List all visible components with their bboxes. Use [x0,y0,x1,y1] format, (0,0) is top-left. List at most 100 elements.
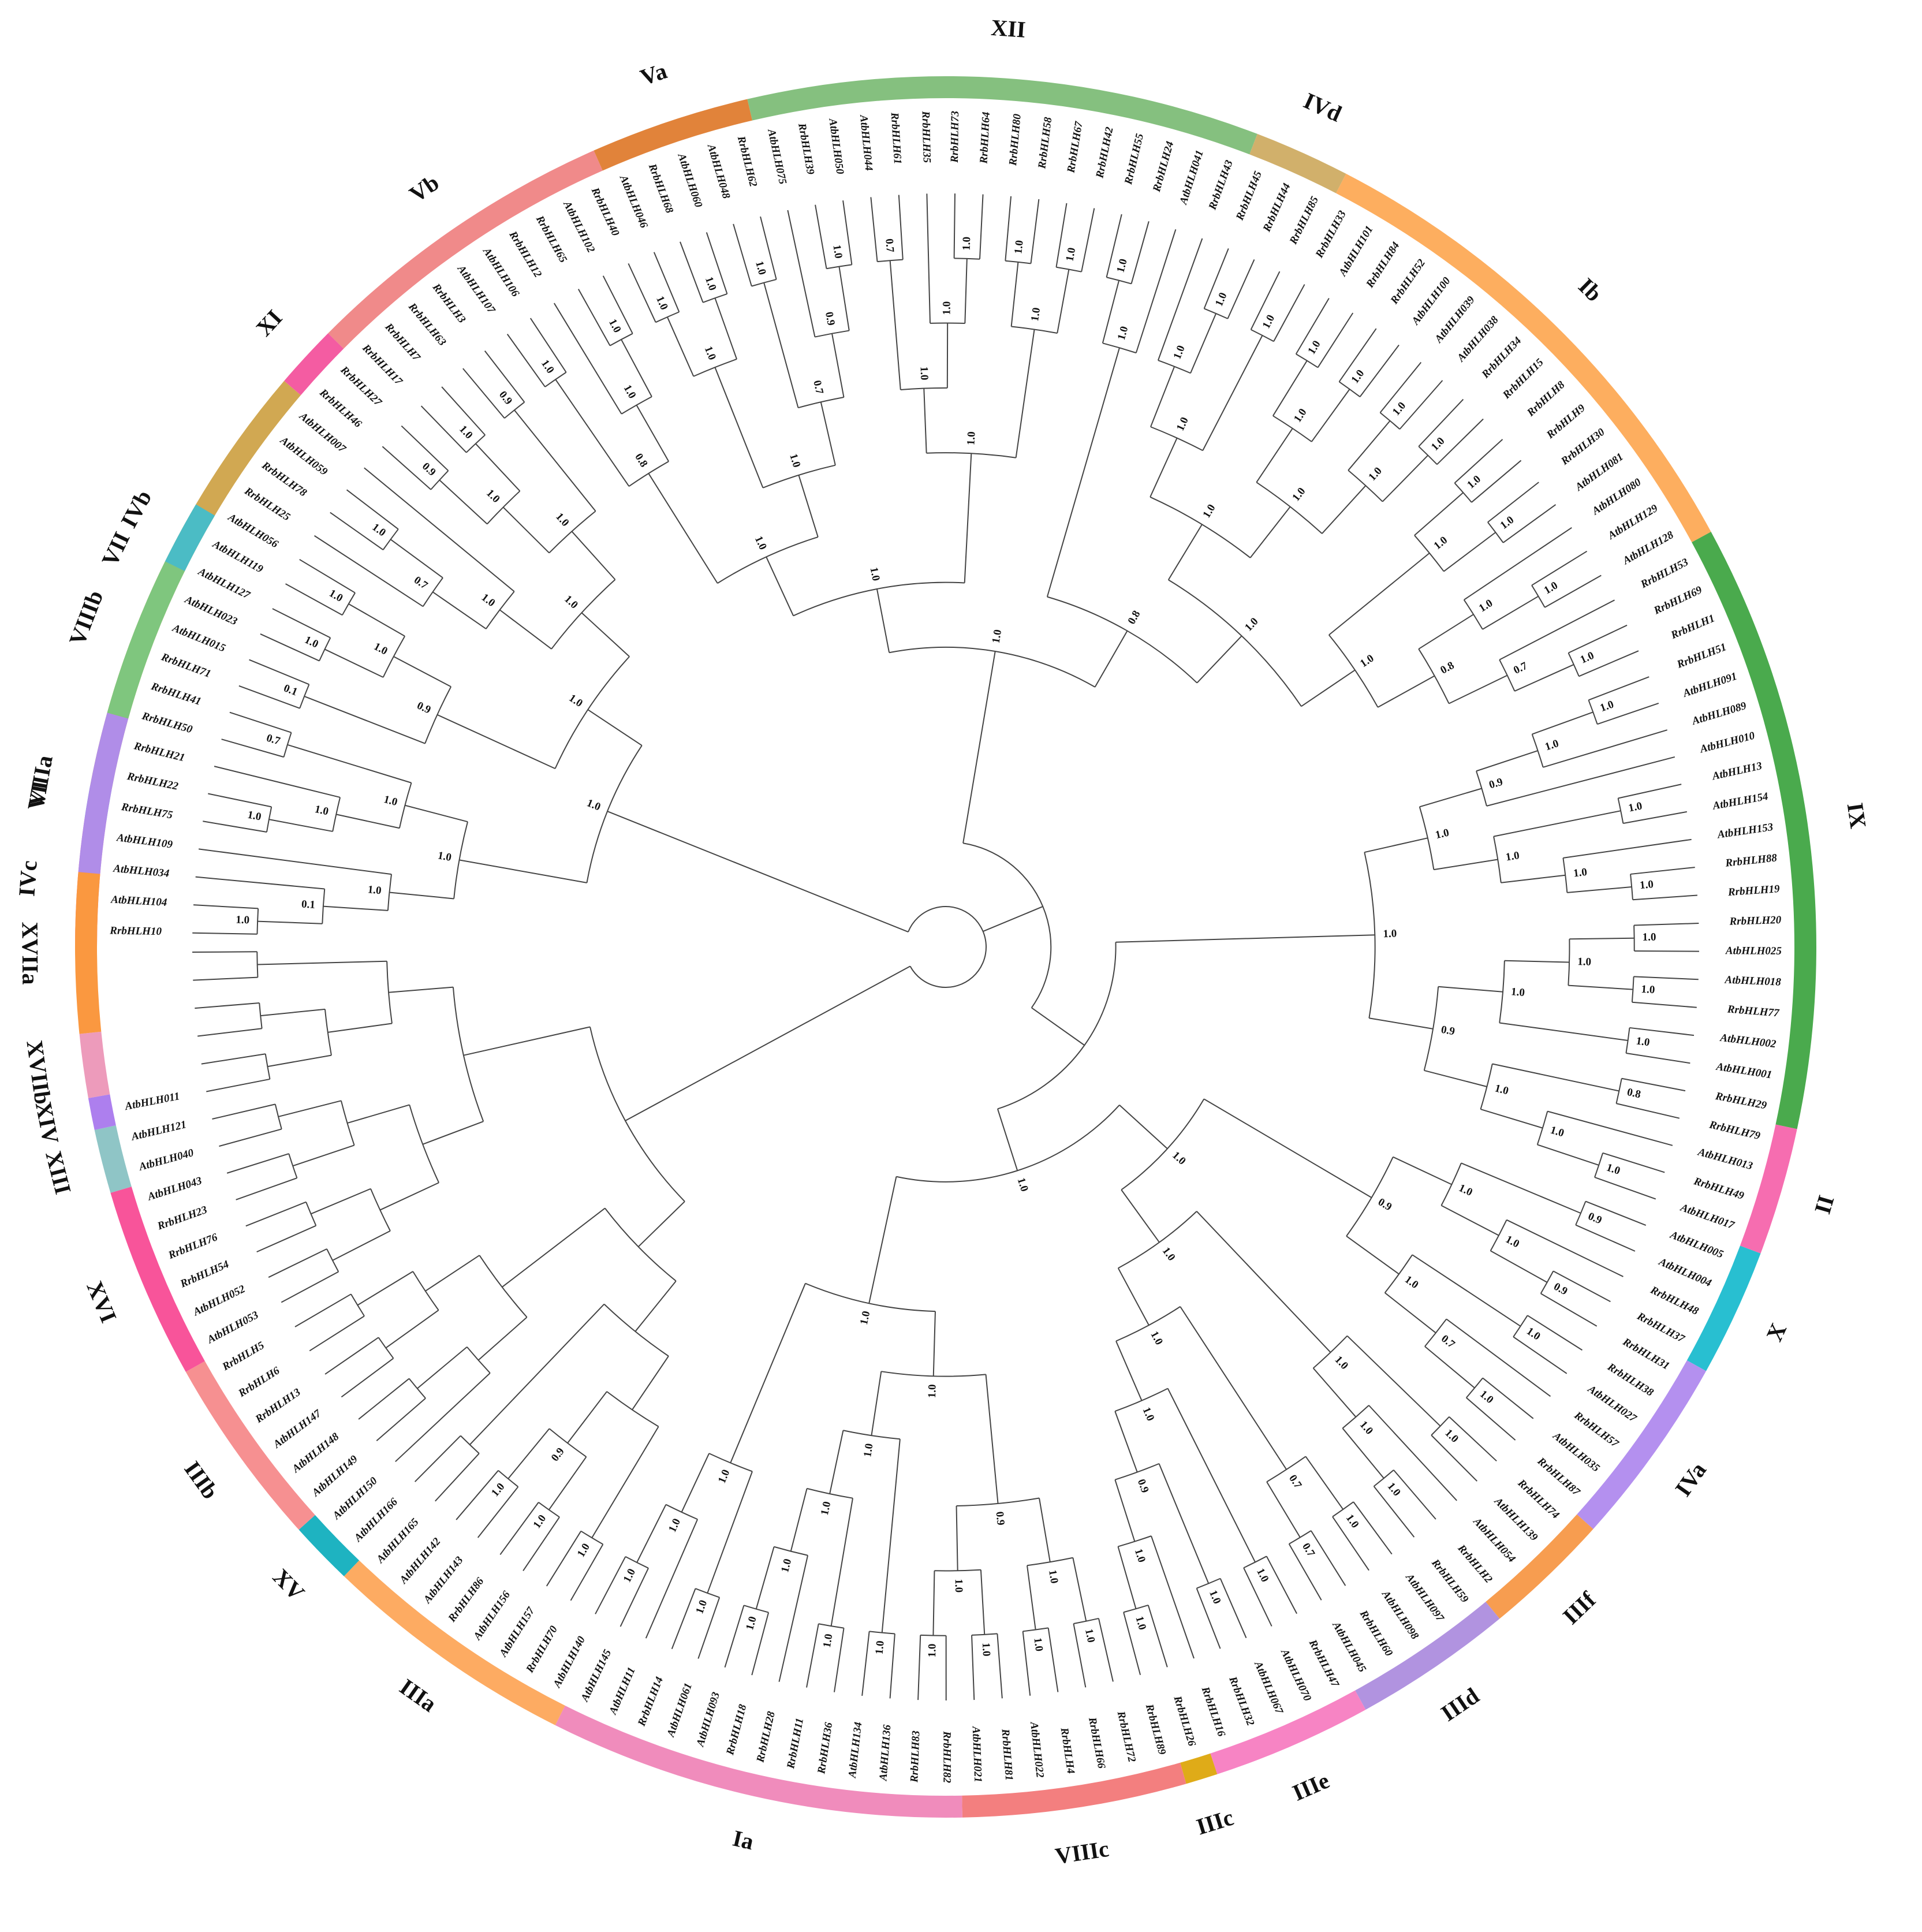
tree-branch [336,814,400,829]
tree-arc [1615,1078,1622,1104]
tree-branch [1055,203,1068,267]
tree-branch [422,1121,484,1145]
tree-branch [385,1310,439,1349]
clade-label: XI [251,305,287,341]
tree-branch [323,905,388,911]
bootstrap-value: 1.0 [953,1579,965,1592]
tree-branch [628,263,656,323]
leaf-label: RrbHLH61 [889,111,904,165]
tree-branch [591,1426,659,1538]
leaf-label: AtbHLH040 [137,1147,196,1173]
leaf-label: AtbHLH154 [1711,790,1769,812]
tree-branch [666,316,695,377]
bootstrap-value: 1.0 [1063,247,1078,262]
tree-branch [257,960,387,965]
tree-arc [972,1633,998,1636]
tree-branch [932,1311,936,1377]
tree-branch [636,405,670,462]
bootstrap-value: 0.9 [1551,1281,1569,1298]
leaf-label: AtbHLH010 [1698,730,1756,756]
leaf-label: RrbHLH24 [1151,140,1177,193]
tree-arc [1379,412,1401,430]
bootstrap-value: 1.0 [753,260,768,276]
leaf-label: AtbHLH052 [191,1283,248,1319]
tree-branch [1057,269,1070,334]
leaf-label: RrbHLH70 [524,1624,561,1676]
tree-arc [1251,329,1274,342]
tree-branch [1030,199,1040,264]
tree-arc [962,842,1052,1008]
clade-label: VIIIa [23,754,58,812]
bootstrap-value: 0.8 [1125,609,1143,626]
tree-branch [484,350,525,403]
tree-branch [1454,439,1503,484]
bootstrap-value: 1.0 [1333,1353,1351,1372]
leaf-label: RrbHLH21 [132,740,186,764]
bootstrap-value: 1.0 [484,487,502,505]
bootstrap-value: 1.0 [1031,1637,1045,1652]
bootstrap-value: 1.0 [1390,400,1408,418]
tree-branch [238,685,300,709]
tree-branch [260,633,320,662]
tree-branch [953,193,956,259]
leaf-label: RrbHLH47 [1306,1637,1342,1689]
bootstrap-value: 0.8 [632,452,650,469]
tree-branch [733,223,752,286]
tree-branch [697,1597,721,1659]
leaf-label: RrbHLH35 [919,110,932,163]
tree-branch [1379,361,1422,413]
tree-branch [285,583,343,616]
bootstrap-value: 1.0 [1366,465,1384,483]
tree-branch [868,1176,897,1304]
clade-label: VIIIc [1054,1836,1111,1869]
tree-arc [378,1337,394,1359]
tree-branch [1317,312,1354,368]
tree-branch [441,386,486,436]
tree-branch [1203,1098,1372,1199]
bootstrap-value: 1.0 [1577,956,1591,968]
leaf-label: AtbHLH053 [205,1309,260,1347]
tree-branch [268,819,333,832]
bootstrap-labels: 1.0 0.1 1.0 1.0 1.0 0.7 1.0 1.0 0.1 1.0 1.0 1.0 0.9 1… [236,237,1656,1658]
leaf-label: AtbHLH005 [1668,1229,1725,1261]
tree-branch [876,588,890,653]
clade-label: IVb [115,486,156,532]
tree-branch [292,1144,354,1167]
bootstrap-value: 1.0 [562,593,580,611]
clade-band-IIIb [185,1361,315,1530]
tree-branch [645,1519,699,1639]
leaf-label: RrbHLH44 [1260,181,1293,234]
bootstrap-value: 1.0 [606,317,624,335]
tree-branch [1167,1388,1256,1562]
leaf-label: AtbHLH127 [196,565,252,602]
clade-label: XVI [81,1277,122,1326]
tree-arc [934,1569,981,1572]
tree-arc [751,278,777,287]
tree-branch [348,603,405,637]
tree-branch [567,1391,607,1444]
tree-branch [1487,482,1539,523]
tree-branch [787,210,816,337]
leaf-label: RrbHLH1 [1669,612,1716,641]
tree-arc [299,684,310,709]
leaf-label: RrbHLH67 [1065,120,1085,174]
bootstrap-value: 1.0 [1477,1388,1496,1406]
tree-branch [1449,1416,1497,1462]
bootstrap-value: 1.0 [1573,866,1588,880]
tree-branch [1629,1027,1695,1036]
bootstrap-value: 1.0 [868,566,882,582]
tree-branch [1630,867,1695,875]
tree-branch [1115,934,1375,943]
tree-arc [1115,1463,1159,1480]
bootstrap-value: 1.0 [990,629,1005,644]
tree-branch [214,766,341,798]
tree-arc [1480,1064,1493,1110]
bootstrap-value: 1.0 [1643,931,1656,943]
bootstrap-value: 1.0 [926,1384,939,1398]
tree-branch [1167,524,1203,580]
bootstrap-value: 0.9 [1488,776,1505,792]
tree-branch [1626,1052,1690,1064]
leaf-label: RrbHLH66 [1086,1715,1108,1770]
tree-branch [1305,1456,1344,1510]
leaf-label: AtbHLH129 [1606,502,1660,542]
